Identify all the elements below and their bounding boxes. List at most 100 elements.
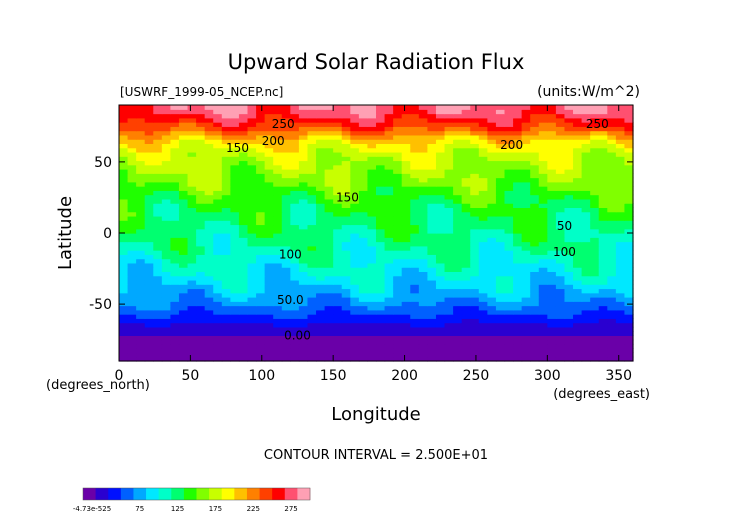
heatmap-cell xyxy=(573,122,583,127)
heatmap-cell xyxy=(547,245,557,251)
heatmap-cell xyxy=(264,122,274,127)
heatmap-cell xyxy=(307,254,317,260)
heatmap-cell xyxy=(196,220,206,226)
heatmap-cell xyxy=(256,309,266,315)
heatmap-cell xyxy=(478,113,488,119)
heatmap-cell xyxy=(521,203,531,208)
heatmap-cell xyxy=(444,105,454,110)
heatmap-cell xyxy=(376,169,386,174)
heatmap-cell xyxy=(273,233,283,238)
heatmap-cell xyxy=(161,143,171,149)
heatmap-cell xyxy=(238,228,249,234)
heatmap-cell xyxy=(607,352,617,358)
heatmap-cell xyxy=(555,194,566,200)
heatmap-cell xyxy=(470,122,480,127)
heatmap-cell xyxy=(367,343,377,349)
heatmap-cell xyxy=(573,143,583,149)
heatmap-cell xyxy=(178,267,189,272)
heatmap-cell xyxy=(153,224,163,230)
heatmap-cell xyxy=(350,254,360,260)
heatmap-cell xyxy=(410,343,420,349)
heatmap-cell xyxy=(444,241,454,247)
heatmap-cell xyxy=(119,181,129,187)
heatmap-cell xyxy=(521,301,531,307)
heatmap-cell xyxy=(307,109,317,115)
heatmap-cell xyxy=(555,237,566,243)
heatmap-cell xyxy=(530,275,540,281)
heatmap-cell xyxy=(127,245,137,251)
heatmap-cell xyxy=(230,122,240,127)
heatmap-cell xyxy=(444,326,454,332)
heatmap-cell xyxy=(119,271,129,277)
heatmap-cell xyxy=(290,262,300,268)
heatmap-cell xyxy=(521,122,531,127)
heatmap-cell xyxy=(590,207,600,213)
heatmap-cell xyxy=(495,190,506,196)
heatmap-cell xyxy=(427,117,437,123)
heatmap-cell xyxy=(341,292,351,298)
heatmap-cell xyxy=(555,109,566,115)
heatmap-cell xyxy=(358,228,369,234)
colorbar-swatch xyxy=(259,488,273,500)
heatmap-cell xyxy=(290,194,300,200)
heatmap-cell xyxy=(281,258,291,264)
heatmap-cell xyxy=(119,143,129,149)
heatmap-cell xyxy=(564,250,574,255)
heatmap-cell xyxy=(170,130,180,136)
heatmap-cell xyxy=(555,198,566,204)
heatmap-cell xyxy=(358,309,369,315)
heatmap-cell xyxy=(427,356,437,362)
heatmap-cell xyxy=(273,215,283,221)
heatmap-cell xyxy=(298,160,309,166)
heatmap-cell xyxy=(607,322,617,328)
heatmap-cell xyxy=(238,143,249,149)
heatmap-cell xyxy=(281,267,291,272)
heatmap-cell xyxy=(213,198,223,204)
heatmap-cell xyxy=(547,352,557,358)
heatmap-cell xyxy=(401,326,411,332)
heatmap-cell xyxy=(307,156,317,162)
heatmap-cell xyxy=(238,220,249,226)
heatmap-cell xyxy=(316,194,326,200)
heatmap-cell xyxy=(453,109,463,115)
heatmap-cell xyxy=(367,198,377,204)
heatmap-cell xyxy=(298,279,309,285)
heatmap-cell xyxy=(564,335,574,341)
heatmap-cell xyxy=(530,254,540,260)
heatmap-cell xyxy=(607,288,617,294)
heatmap-cell xyxy=(178,164,189,170)
heatmap-cell xyxy=(196,203,206,208)
heatmap-cell xyxy=(264,134,274,140)
heatmap-cell xyxy=(264,288,274,294)
heatmap-cell xyxy=(144,301,154,307)
heatmap-cell xyxy=(221,117,231,123)
heatmap-cell xyxy=(555,164,566,170)
heatmap-cell xyxy=(341,271,351,277)
heatmap-cell xyxy=(624,275,634,281)
heatmap-cell xyxy=(530,335,540,341)
heatmap-cell xyxy=(547,339,557,345)
heatmap-cell xyxy=(324,279,334,285)
colorbar-swatch xyxy=(209,488,223,500)
heatmap-cell xyxy=(136,352,146,358)
heatmap-cell xyxy=(624,181,634,187)
heatmap-cell xyxy=(478,194,488,200)
heatmap-cell xyxy=(290,241,300,247)
heatmap-cell xyxy=(367,126,377,132)
heatmap-cell xyxy=(213,177,223,183)
heatmap-cell xyxy=(153,156,163,162)
heatmap-cell xyxy=(136,130,146,136)
heatmap-cell xyxy=(461,275,471,281)
heatmap-cell xyxy=(350,130,360,136)
heatmap-cell xyxy=(187,352,197,358)
heatmap-cell xyxy=(247,139,257,144)
heatmap-cell xyxy=(341,314,351,319)
heatmap-cell xyxy=(410,318,420,324)
heatmap-cell xyxy=(247,117,257,123)
heatmap-cell xyxy=(564,186,574,191)
heatmap-cell xyxy=(478,331,488,336)
heatmap-cell xyxy=(153,237,163,243)
heatmap-cell xyxy=(247,241,257,247)
heatmap-cell xyxy=(196,241,206,247)
heatmap-cell xyxy=(127,156,137,162)
